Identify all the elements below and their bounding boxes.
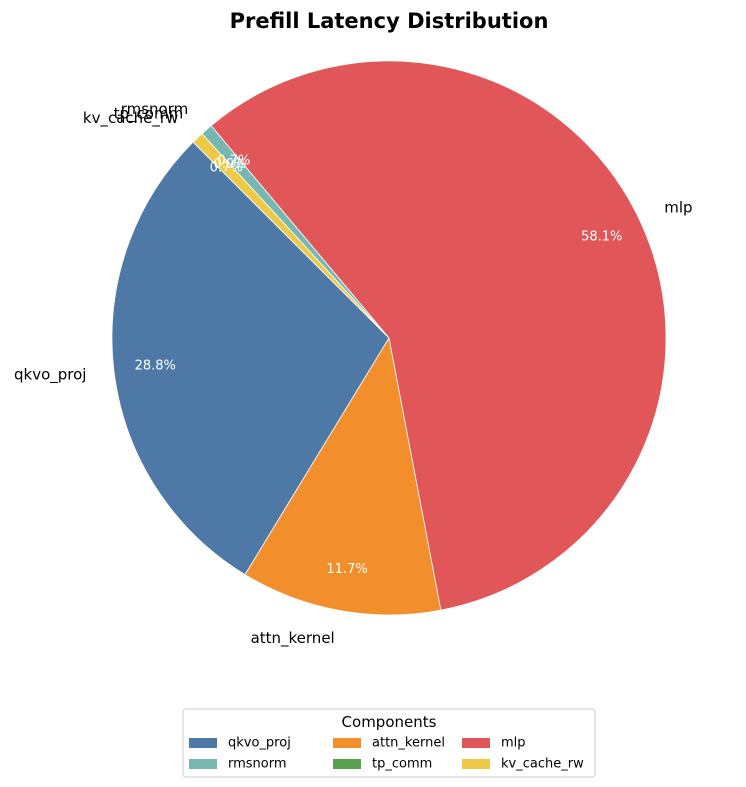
pie-label-mlp: mlp bbox=[664, 198, 692, 216]
legend-label-attn-kernel: attn_kernel bbox=[372, 736, 445, 751]
pie-label-qkvo-proj: qkvo_proj bbox=[14, 365, 86, 384]
legend-items: qkvo_proj attn_kernel mlp rmsnorm tp_comm kv_… bbox=[189, 736, 584, 772]
legend-label-mlp: mlp bbox=[501, 736, 526, 751]
pie-label-attn-kernel: attn_kernel bbox=[251, 629, 335, 648]
legend-swatch-kv-cache-rw bbox=[462, 759, 490, 769]
pie-slices bbox=[111, 60, 667, 616]
pie-percent-label-qkvo-proj: 28.8% bbox=[135, 359, 176, 374]
legend-swatch-rmsnorm bbox=[189, 759, 217, 769]
legend-title: Components bbox=[342, 713, 437, 731]
legend-label-qkvo-proj: qkvo_proj bbox=[228, 736, 291, 751]
pie-slice-mlp bbox=[210, 60, 667, 611]
pie-slice-qkvo-proj bbox=[111, 141, 390, 576]
legend-label-rmsnorm: rmsnorm bbox=[228, 757, 287, 772]
legend-swatch-qkvo-proj bbox=[189, 738, 217, 748]
legend-swatch-tp-comm bbox=[333, 759, 361, 769]
pie-percent-label-kv-cache-rw: 0.7% bbox=[210, 160, 243, 175]
pie-percent-label-mlp: 58.1% bbox=[581, 230, 622, 245]
pie-percent-label-tp-comm: 0.0% bbox=[213, 157, 246, 172]
pie-label-rmsnorm: rmsnorm bbox=[121, 100, 189, 118]
legend-frame bbox=[182, 708, 596, 778]
legend-label-tp-comm: tp_comm bbox=[372, 757, 432, 772]
pie-label-tp-comm: tp_comm bbox=[114, 104, 184, 123]
legend-label-kv-cache-rw: kv_cache_rw bbox=[501, 757, 584, 772]
legend-swatch-mlp bbox=[462, 738, 490, 748]
pie-percent-labels: 28.8% 11.7% 58.1% 0.7%0.0%0.7% bbox=[135, 153, 623, 577]
chart-title: Prefill Latency Distribution bbox=[230, 9, 549, 33]
pie-percent-label-attn-kernel: 11.7% bbox=[326, 562, 367, 577]
legend-swatch-attn-kernel bbox=[333, 738, 361, 748]
pie-label-kv-cache-rw: kv_cache_rw bbox=[83, 109, 178, 128]
pie-outer-labels: qkvo_proj attn_kernel mlp rmsnormtp_commkv_… bbox=[14, 100, 693, 648]
legend: Components qkvo_proj attn_kernel mlp rmsnor… bbox=[182, 708, 596, 778]
pie-percent-label-rmsnorm: 0.7% bbox=[217, 153, 250, 168]
pie-slice-kv-cache-rw bbox=[192, 133, 390, 339]
pie-slice-attn-kernel bbox=[244, 336, 442, 616]
